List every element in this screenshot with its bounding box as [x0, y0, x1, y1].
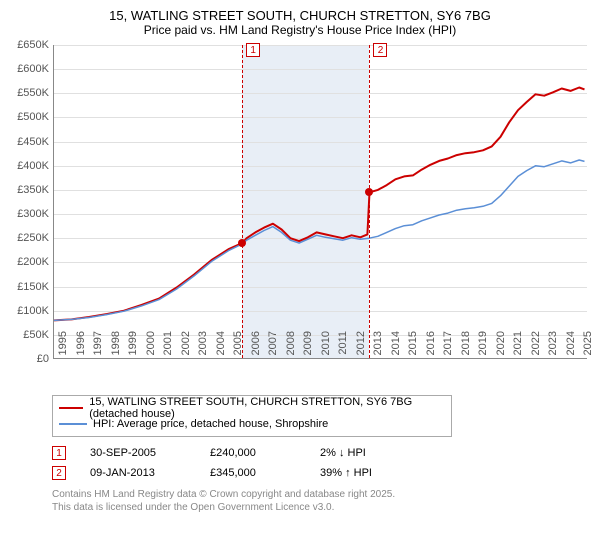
- y-axis-label: £200K: [7, 256, 51, 268]
- y-axis-label: £0: [7, 353, 51, 365]
- legend-swatch: [59, 423, 87, 425]
- x-axis-label: 2018: [460, 331, 472, 361]
- line-layer: [54, 45, 587, 358]
- sale-row: 1 30-SEP-2005£240,0002% ↓ HPI: [52, 443, 592, 463]
- x-axis-label: 2001: [162, 331, 174, 361]
- chart-container: 12 £0£50K£100K£150K£200K£250K£300K£350K£…: [9, 41, 591, 391]
- series-blue: [54, 160, 585, 320]
- x-axis-label: 2003: [197, 331, 209, 361]
- x-axis-label: 1998: [110, 331, 122, 361]
- x-axis-label: 2023: [547, 331, 559, 361]
- x-axis-label: 2011: [337, 331, 349, 361]
- y-axis-label: £450K: [7, 136, 51, 148]
- x-axis-label: 2007: [267, 331, 279, 361]
- sale-diff: 2% ↓ HPI: [320, 447, 440, 459]
- y-axis-label: £150K: [7, 281, 51, 293]
- footer-line1: Contains HM Land Registry data © Crown c…: [52, 489, 592, 502]
- sale-badge: 1: [52, 446, 66, 460]
- x-axis-label: 2015: [407, 331, 419, 361]
- legend-label: HPI: Average price, detached house, Shro…: [93, 418, 328, 430]
- sale-row: 2 09-JAN-2013£345,00039% ↑ HPI: [52, 463, 592, 483]
- sale-date: 30-SEP-2005: [90, 447, 210, 459]
- x-axis-label: 2008: [285, 331, 297, 361]
- x-axis-label: 2004: [215, 331, 227, 361]
- sale-badge: 2: [52, 466, 66, 480]
- x-axis-label: 2017: [442, 331, 454, 361]
- x-axis-label: 2014: [390, 331, 402, 361]
- sale-date: 09-JAN-2013: [90, 467, 210, 479]
- legend-label: 15, WATLING STREET SOUTH, CHURCH STRETTO…: [89, 396, 445, 420]
- sale-price: £345,000: [210, 467, 320, 479]
- x-axis-label: 2002: [180, 331, 192, 361]
- sale-marker-line: [242, 45, 243, 358]
- x-axis-label: 2005: [232, 331, 244, 361]
- x-axis-label: 2006: [250, 331, 262, 361]
- footer-line2: This data is licensed under the Open Gov…: [52, 502, 592, 515]
- sale-marker-dot: [365, 188, 373, 196]
- y-axis-label: £250K: [7, 232, 51, 244]
- sale-marker-line: [369, 45, 370, 358]
- x-axis-label: 2019: [477, 331, 489, 361]
- x-axis-label: 2020: [495, 331, 507, 361]
- x-axis-label: 1995: [57, 331, 69, 361]
- title-address: 15, WATLING STREET SOUTH, CHURCH STRETTO…: [8, 8, 592, 23]
- x-axis-label: 2025: [582, 331, 594, 361]
- sale-marker-dot: [238, 239, 246, 247]
- x-axis-label: 2021: [512, 331, 524, 361]
- sale-price: £240,000: [210, 447, 320, 459]
- sale-marker-badge: 2: [373, 43, 387, 57]
- x-axis-label: 2024: [565, 331, 577, 361]
- chart-title: 15, WATLING STREET SOUTH, CHURCH STRETTO…: [8, 8, 592, 37]
- y-axis-label: £100K: [7, 305, 51, 317]
- y-axis-label: £400K: [7, 160, 51, 172]
- x-axis-label: 2009: [302, 331, 314, 361]
- sale-diff: 39% ↑ HPI: [320, 467, 440, 479]
- x-axis-label: 2013: [372, 331, 384, 361]
- sale-marker-badge: 1: [246, 43, 260, 57]
- y-axis-label: £300K: [7, 208, 51, 220]
- footer-attribution: Contains HM Land Registry data © Crown c…: [52, 489, 592, 514]
- y-axis-label: £650K: [7, 39, 51, 51]
- legend: 15, WATLING STREET SOUTH, CHURCH STRETTO…: [52, 395, 452, 437]
- y-axis-label: £50K: [7, 329, 51, 341]
- x-axis-label: 2000: [145, 331, 157, 361]
- x-axis-label: 2012: [355, 331, 367, 361]
- y-axis-label: £350K: [7, 184, 51, 196]
- title-subtitle: Price paid vs. HM Land Registry's House …: [8, 23, 592, 37]
- y-axis-label: £600K: [7, 63, 51, 75]
- legend-swatch: [59, 407, 83, 409]
- x-axis-label: 1997: [92, 331, 104, 361]
- plot-area: 12: [53, 45, 587, 359]
- x-axis-label: 1996: [75, 331, 87, 361]
- y-axis-label: £550K: [7, 87, 51, 99]
- x-axis-label: 2010: [320, 331, 332, 361]
- y-axis-label: £500K: [7, 111, 51, 123]
- series-red: [54, 88, 585, 321]
- x-axis-label: 2016: [425, 331, 437, 361]
- x-axis-label: 1999: [127, 331, 139, 361]
- x-axis-label: 2022: [530, 331, 542, 361]
- legend-item: 15, WATLING STREET SOUTH, CHURCH STRETTO…: [59, 400, 445, 416]
- sales-table: 1 30-SEP-2005£240,0002% ↓ HPI 2 09-JAN-2013…: [52, 443, 592, 483]
